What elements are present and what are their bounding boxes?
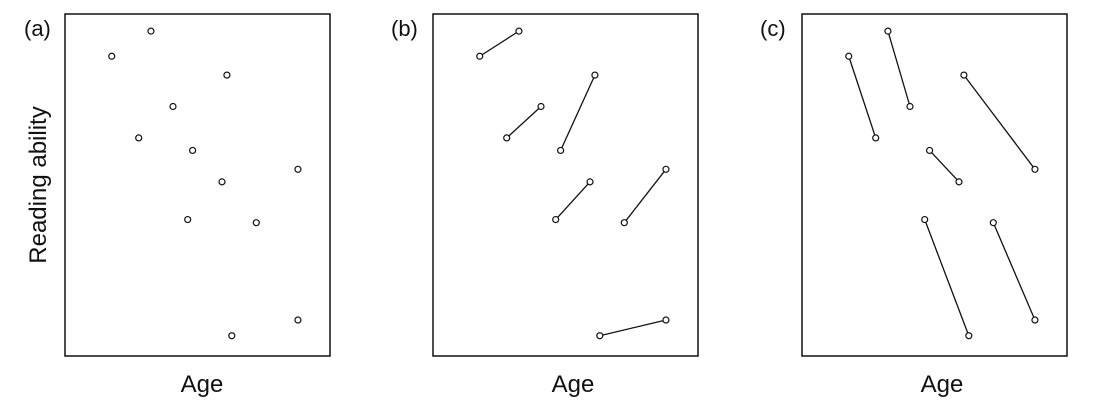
segment-0-start-point — [845, 52, 853, 60]
data-point-7 — [294, 165, 302, 173]
panel-a: (a) Age Reading ability — [24, 13, 331, 398]
panel-c-label: (c) — [760, 16, 786, 41]
panel-b-marks — [476, 27, 670, 340]
panel-a-y-axis-label: Reading ability — [25, 106, 52, 263]
segment-2-end-point — [1031, 165, 1039, 173]
data-point-9 — [252, 219, 260, 227]
panel-a-x-axis-label: Age — [181, 371, 224, 398]
data-point-3 — [169, 102, 177, 111]
segment-line-0 — [479, 30, 520, 57]
segment-4-start-point — [921, 215, 929, 224]
segment-1-start-point — [884, 27, 892, 35]
segment-line-2 — [560, 74, 596, 151]
segment-line-4 — [623, 168, 667, 224]
segment-line-1 — [887, 30, 911, 107]
segment-0-end-point — [872, 134, 880, 142]
segment-1-end-point — [906, 102, 914, 111]
panel-b-frame — [432, 13, 699, 357]
panel-a-frame — [64, 13, 331, 357]
panel-b-label: (b) — [391, 16, 418, 41]
panel-b: (b) Age — [391, 13, 699, 398]
data-point-10 — [228, 332, 236, 340]
segment-line-5 — [992, 222, 1036, 321]
panel-c-frame — [801, 13, 1068, 357]
segment-3-end-point — [586, 178, 594, 186]
segment-5-start-point — [596, 332, 604, 340]
data-point-1 — [147, 27, 155, 35]
segment-line-1 — [506, 106, 542, 139]
panel-c-x-axis-label: Age — [921, 371, 964, 398]
segment-line-3 — [555, 181, 591, 220]
data-point-6 — [218, 178, 226, 186]
segment-4-start-point — [620, 219, 628, 227]
data-point-5 — [189, 146, 197, 155]
panel-c-marks — [845, 27, 1039, 340]
segment-line-4 — [924, 219, 970, 336]
panel-b-x-axis-label: Age — [552, 371, 595, 398]
segment-3-start-point — [552, 215, 560, 224]
segment-5-end-point — [1031, 316, 1039, 324]
data-point-8 — [184, 215, 192, 224]
data-point-0 — [108, 52, 116, 60]
segment-2-start-point — [556, 146, 565, 155]
segment-line-0 — [848, 56, 877, 139]
segment-0-end-point — [515, 27, 523, 35]
panel-a-marks — [108, 27, 302, 340]
segment-3-end-point — [955, 178, 963, 186]
segment-line-5 — [599, 319, 667, 337]
segment-0-start-point — [476, 52, 484, 60]
segment-1-end-point — [537, 102, 545, 111]
data-point-2 — [223, 71, 231, 79]
panel-c: (c) Age — [760, 13, 1068, 398]
segment-1-start-point — [503, 134, 511, 142]
data-point-4 — [135, 134, 143, 142]
segment-2-start-point — [960, 71, 968, 79]
segment-5-start-point — [989, 219, 997, 227]
segment-3-start-point — [925, 146, 934, 155]
segment-line-2 — [963, 74, 1036, 170]
segment-line-3 — [929, 150, 960, 183]
segment-2-end-point — [591, 71, 599, 79]
segment-4-end-point — [662, 165, 670, 173]
panel-a-label: (a) — [24, 16, 51, 41]
data-point-11 — [294, 316, 302, 324]
segment-4-end-point — [965, 332, 973, 340]
segment-5-end-point — [662, 316, 670, 324]
